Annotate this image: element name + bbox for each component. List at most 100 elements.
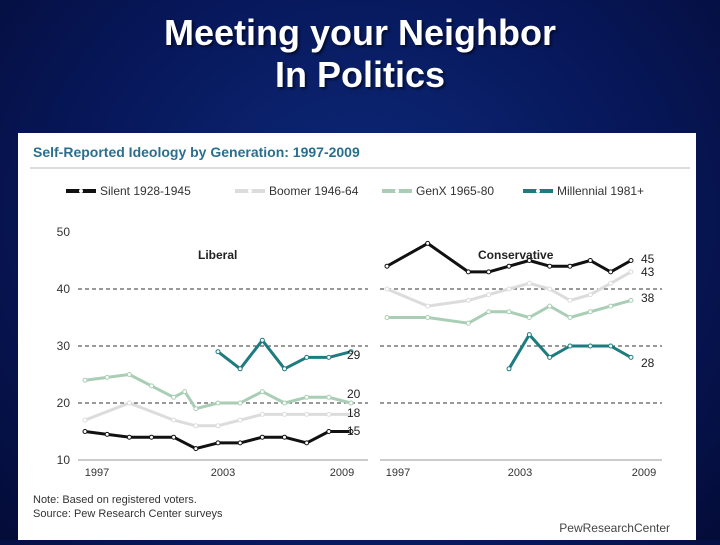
data-point-silent [237,440,243,446]
data-point-genx [506,309,512,315]
data-point-boomer [465,297,471,303]
data-point-genx [82,377,88,383]
data-point-millennial [348,349,354,355]
series-line-millennial [217,338,352,371]
x-tick-label: 2009 [632,467,656,479]
data-point-genx [182,389,188,395]
data-point-boomer [608,280,614,286]
data-point-millennial [304,354,310,360]
data-point-silent [506,263,512,269]
chart-panel: Self-Reported Ideology by Generation: 19… [18,133,696,540]
data-point-boomer [587,292,593,298]
slide-title-line-1: Meeting your Neighbor [163,12,556,53]
data-point-silent [628,258,634,263]
legend-label-boomer: Boomer 1946-64 [269,184,359,198]
data-point-millennial [526,332,532,338]
end-label-boomer: 43 [641,265,655,279]
data-point-boomer [237,417,243,423]
data-point-genx [282,400,287,406]
series-line-genx [84,373,352,411]
series-line-silent [84,430,351,451]
data-point-boomer [304,411,310,417]
data-point-silent [547,263,553,269]
y-tick-label: 10 [57,453,71,467]
data-point-millennial [567,343,573,349]
legend-label-genx: GenX 1965-80 [416,184,494,198]
end-label-genx: 38 [641,291,655,305]
data-point-genx [126,372,132,377]
panel-label-conservative: Conservative [478,248,554,262]
x-tick-label: 1997 [85,467,109,479]
data-point-genx [587,309,593,315]
data-point-genx [304,394,310,400]
data-point-silent [348,429,354,434]
data-point-boomer [171,417,177,423]
data-point-millennial [282,366,287,372]
x-tick-label: 2009 [330,467,354,479]
data-point-millennial [547,354,553,360]
series-line-boomer [84,401,351,428]
data-point-millennial [628,354,634,360]
legend-marker-boomer [248,189,252,193]
legend-marker-millennial [536,189,540,193]
data-point-boomer [193,423,199,429]
data-point-millennial [326,354,332,360]
data-point-boomer [425,303,431,309]
x-tick-label: 1997 [386,467,410,479]
data-point-silent [587,258,593,263]
slide-title: Meeting your Neighbor In Politics [0,12,720,96]
data-point-genx [149,383,154,389]
data-point-boomer [82,417,88,423]
panel-label-liberal: Liberal [198,248,237,262]
data-point-silent [282,434,287,440]
data-point-silent [193,446,199,452]
chart-title: Self-Reported Ideology by Generation: 19… [33,144,360,160]
data-point-silent [304,440,310,446]
data-point-boomer [567,297,573,303]
data-point-boomer [215,423,221,429]
data-point-genx [567,315,573,320]
end-label-millennial: 29 [347,348,361,362]
data-point-boomer [326,411,332,417]
data-point-genx [104,374,110,380]
data-point-genx [608,303,614,309]
data-point-genx [384,315,390,320]
data-point-millennial [506,366,512,372]
x-tick-label: 2003 [508,467,532,479]
data-point-silent [126,434,132,440]
data-point-boomer [506,286,512,292]
data-point-genx [628,297,634,303]
legend-marker-genx [395,189,399,193]
data-point-silent [259,434,265,440]
data-point-genx [348,400,354,406]
y-tick-label: 20 [57,396,71,410]
end-label-genx: 20 [347,387,361,401]
data-point-millennial [259,337,265,343]
data-point-millennial [587,343,593,349]
data-point-boomer [126,400,132,406]
pew-credit: PewResearchCenter [559,521,670,535]
data-point-genx [465,320,471,326]
data-point-silent [171,434,177,440]
data-point-boomer [384,286,390,292]
legend-marker-silent [79,189,83,193]
x-tick-label: 2003 [211,467,235,479]
data-point-silent [567,263,573,269]
chart-source: Source: Pew Research Center surveys [33,508,223,520]
data-point-boomer [348,411,354,417]
slide-title-line-2: In Politics [274,54,446,95]
data-point-silent [526,258,532,263]
data-point-genx [486,309,492,315]
data-point-genx [259,389,265,395]
data-point-boomer [526,280,532,286]
data-point-genx [215,400,221,406]
data-point-silent [384,263,390,269]
data-point-boomer [282,411,287,417]
chart-note: Note: Based on registered voters. [33,494,197,506]
legend-label-millennial: Millennial 1981+ [557,184,644,198]
data-point-silent [104,431,110,437]
legend-label-silent: Silent 1928-1945 [100,184,191,198]
data-point-silent [215,440,221,446]
data-point-boomer [628,269,634,275]
series-line-millennial [507,333,632,370]
